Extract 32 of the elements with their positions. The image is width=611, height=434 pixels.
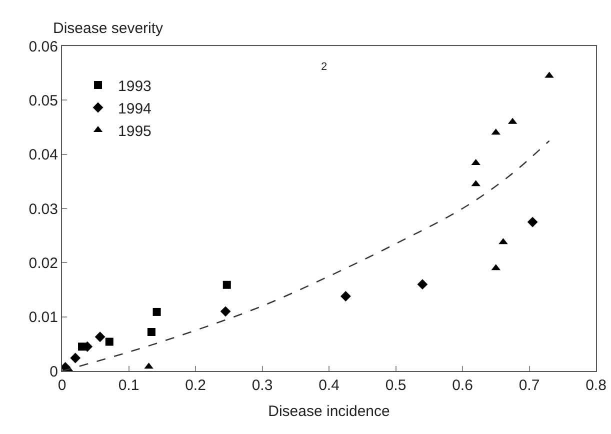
y-tick-label: 0 [50,363,58,380]
x-axis-title: Disease incidence [268,403,390,420]
y-axis-title: Disease severity [53,20,164,37]
y-tick-label: 0.05 [28,92,58,110]
x-tick-label: 0.5 [385,377,406,394]
legend-label: 1994 [118,100,152,118]
point [340,291,351,302]
legend-label: 1993 [118,78,152,95]
point [94,332,106,342]
x-tick-label: 0.4 [318,377,340,394]
x-tick-label: 0.2 [185,377,206,394]
x-tick-label: 0.8 [586,377,606,394]
x-tick-label: 0.7 [518,377,540,394]
y-tick-label: 0.02 [28,254,58,272]
point [527,216,538,228]
legend-label: 1995 [118,122,152,140]
point [417,279,428,290]
x-tick-label: 0.3 [252,377,273,394]
y-tick-label: 0.06 [28,38,58,56]
point [147,328,156,336]
y-tick-label: 0.04 [28,146,58,164]
annotation: 2 [321,61,328,73]
point [70,352,81,364]
x-tick-label: 0.6 [452,377,473,394]
point [220,306,231,317]
line-series [62,140,550,371]
point [105,338,114,346]
point [222,280,231,289]
point [152,308,161,316]
y-tick-label: 0.01 [28,309,58,326]
x-tick-label: 0.1 [118,377,140,394]
y-tick-label: 0.03 [28,200,58,218]
